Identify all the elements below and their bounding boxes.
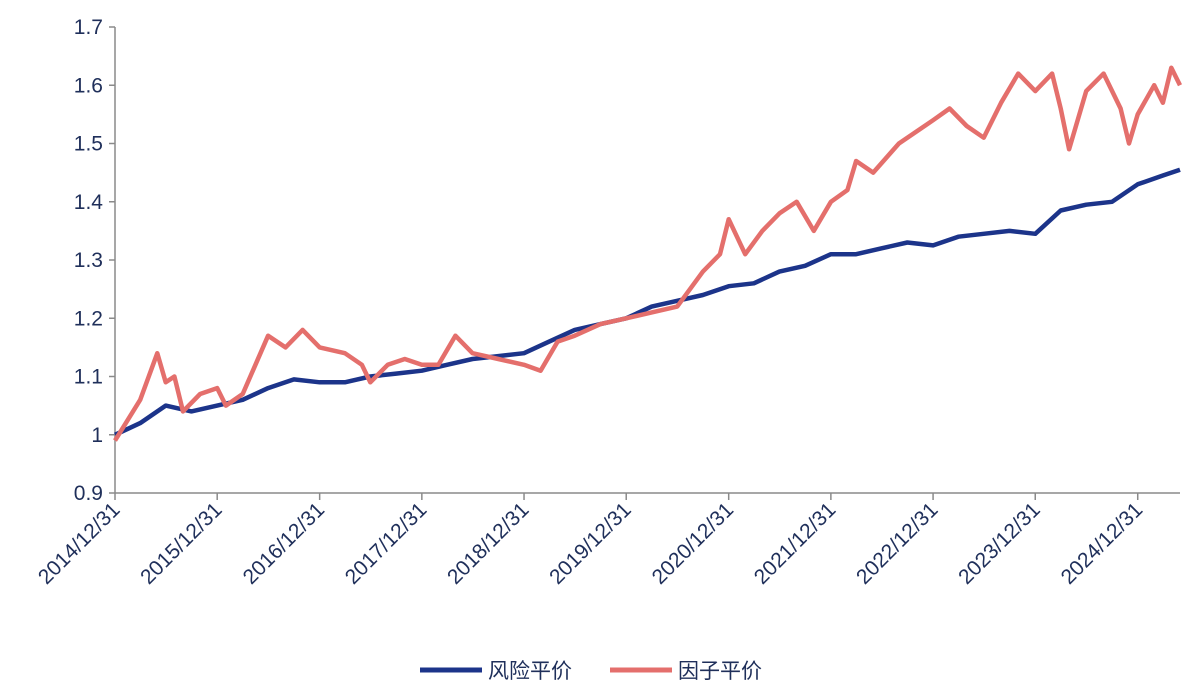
y-tick-label: 1.1 [74, 366, 103, 389]
y-tick-label: 1.4 [74, 191, 104, 214]
data-line [114, 167, 1181, 437]
x-tick-label: 2017/12/31 [341, 498, 432, 589]
y-tick-label: 1.7 [74, 16, 103, 39]
x-tick-label: 2023/12/31 [954, 498, 1045, 589]
x-tick-label: 2021/12/31 [750, 498, 841, 589]
x-tick-label: 2018/12/31 [443, 498, 534, 589]
y-tick-label: 1.3 [74, 249, 103, 272]
y-tick-label: 0.9 [74, 482, 103, 505]
y-tick-label: 1.6 [74, 74, 103, 97]
x-tick-label: 2020/12/31 [648, 498, 739, 589]
legend-label: 因子平价 [678, 660, 762, 683]
x-tick-label: 2015/12/31 [136, 498, 227, 589]
x-tick-label: 2014/12/31 [34, 498, 125, 589]
x-tick-label: 2022/12/31 [852, 498, 943, 589]
x-tick-label: 2019/12/31 [545, 498, 636, 589]
y-tick-label: 1.5 [74, 133, 103, 156]
legend-label: 风险平价 [488, 660, 572, 683]
y-tick-label: 1.2 [74, 307, 103, 330]
data-line [113, 65, 1183, 442]
x-tick-label: 2024/12/31 [1057, 498, 1148, 589]
y-tick-label: 1 [91, 424, 103, 447]
x-tick-label: 2016/12/31 [239, 498, 330, 589]
